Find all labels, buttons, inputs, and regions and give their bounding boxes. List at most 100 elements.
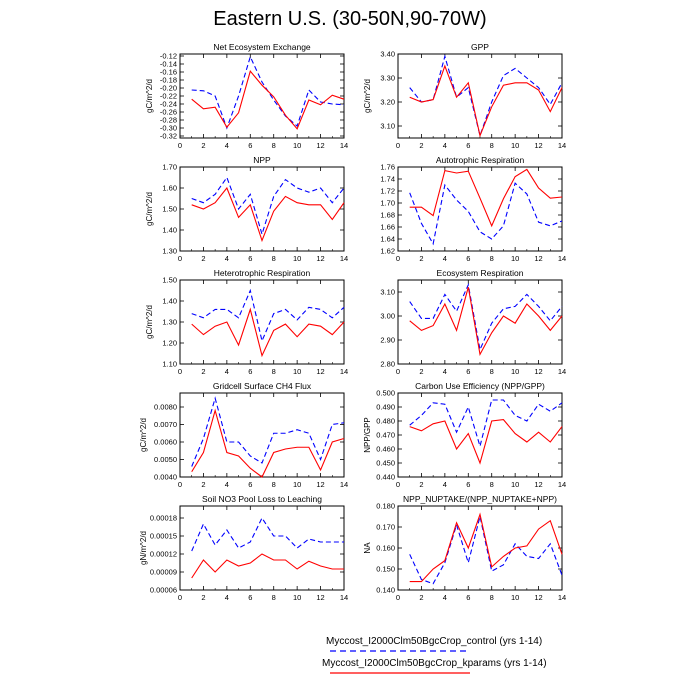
y-tick-label: -0.30 <box>160 124 177 133</box>
y-axis-label: NPP/GPP <box>363 417 372 453</box>
x-tick-label: 6 <box>466 141 470 150</box>
x-tick-label: 14 <box>340 480 348 489</box>
x-tick-label: 8 <box>272 593 276 602</box>
x-tick-label: 10 <box>511 480 519 489</box>
plot-frame <box>397 166 563 252</box>
y-tick-label: 3.10 <box>380 122 395 131</box>
x-tick-label: 8 <box>490 480 494 489</box>
series-line-control <box>409 282 563 352</box>
series-line-kparams <box>409 512 563 583</box>
y-tick-label: 1.68 <box>380 211 395 220</box>
y-tick-label: 1.50 <box>162 205 177 214</box>
x-tick-label: 10 <box>293 367 301 376</box>
series-line-control <box>409 182 563 246</box>
x-tick-label: 6 <box>248 254 252 263</box>
y-tick-label: 0.00015 <box>150 532 177 541</box>
y-tick-label: 0.170 <box>376 523 395 532</box>
x-tick-label: 12 <box>534 254 542 263</box>
y-tick-label: 1.30 <box>162 318 177 327</box>
x-tick-label: 0 <box>178 593 182 602</box>
x-tick-label: 4 <box>443 593 447 602</box>
y-tick-label: 0.480 <box>376 417 395 426</box>
series-line-control <box>191 516 344 552</box>
x-tick-label: 8 <box>490 141 494 150</box>
x-tick-label: 6 <box>466 367 470 376</box>
y-tick-label: -0.12 <box>160 52 177 61</box>
series-line-kparams <box>191 408 345 478</box>
y-tick-label: 0.150 <box>376 565 395 574</box>
y-tick-label: -0.14 <box>160 60 177 69</box>
panel-title: Autotrophic Respiration <box>436 155 525 165</box>
x-tick-label: 6 <box>466 254 470 263</box>
x-tick-label: 0 <box>178 480 182 489</box>
y-tick-label: -0.18 <box>160 76 177 85</box>
x-tick-label: 10 <box>293 593 301 602</box>
y-tick-label: 0.0040 <box>154 473 177 482</box>
panel-title: Carbon Use Efficiency (NPP/GPP) <box>415 381 545 391</box>
chart-panel: NPP_NUPTAKE/(NPP_NUPTAKE+NPP) 0 2 4 6 8 10 12 14… <box>363 494 566 602</box>
y-tick-label: 1.76 <box>380 163 395 172</box>
y-tick-label: 0.160 <box>376 544 395 553</box>
series-line-control <box>409 54 563 138</box>
x-tick-label: 6 <box>248 141 252 150</box>
panel-title: Ecosystem Respiration <box>437 268 524 278</box>
series-line-kparams <box>191 70 345 130</box>
x-tick-label: 4 <box>225 480 229 489</box>
y-tick-label: 0.440 <box>376 473 395 482</box>
chart-panel: GPP 0 2 4 6 8 10 12 14 3.10 3.20 3.30 3.40 gC/m^2/d <box>363 42 566 150</box>
x-tick-label: 0 <box>178 254 182 263</box>
y-tick-label: 0.490 <box>376 403 395 412</box>
y-tick-label: 2.80 <box>380 360 395 369</box>
x-tick-label: 4 <box>225 367 229 376</box>
x-tick-label: 14 <box>558 141 566 150</box>
page-title: Eastern U.S. (30-50N,90-70W) <box>213 8 487 30</box>
y-tick-label: 0.00018 <box>150 514 177 523</box>
plot-frame <box>179 505 345 591</box>
y-tick-label: 0.0080 <box>154 403 177 412</box>
y-tick-label: 1.10 <box>162 360 177 369</box>
y-axis-label: NA <box>363 542 372 554</box>
y-tick-label: 0.0060 <box>154 438 177 447</box>
y-tick-label: 1.50 <box>162 276 177 285</box>
series-line-control <box>409 516 563 585</box>
x-tick-label: 4 <box>225 254 229 263</box>
y-tick-label: -0.32 <box>160 132 177 141</box>
y-tick-label: 1.72 <box>380 187 395 196</box>
legend-label-kparams: Myccost_I2000Clm50BgcCrop_kparams (yrs 1… <box>322 658 547 669</box>
series-line-kparams <box>191 553 344 579</box>
y-tick-label: 0.500 <box>376 389 395 398</box>
y-tick-label: 0.140 <box>376 586 395 595</box>
x-tick-label: 14 <box>340 367 348 376</box>
x-tick-label: 14 <box>558 367 566 376</box>
y-tick-label: 1.40 <box>162 297 177 306</box>
series-line-kparams <box>409 64 563 138</box>
x-tick-label: 6 <box>248 593 252 602</box>
y-tick-label: 0.460 <box>376 445 395 454</box>
y-tick-label: 1.62 <box>380 247 395 256</box>
series-line-kparams <box>409 168 563 228</box>
chart-panel: Soil NO3 Pool Loss to Leaching 0 2 4 6 8 10 12 1… <box>139 494 348 602</box>
y-tick-label: -0.20 <box>160 84 177 93</box>
y-tick-label: 0.450 <box>376 459 395 468</box>
y-tick-label: 3.30 <box>380 74 395 83</box>
x-tick-label: 12 <box>316 367 324 376</box>
plot-frame <box>179 166 345 252</box>
x-tick-label: 8 <box>490 254 494 263</box>
x-tick-label: 12 <box>316 593 324 602</box>
chart-panel: Ecosystem Respiration 0 2 4 6 8 10 12 14 2.80 2.90… <box>380 268 566 376</box>
x-tick-label: 8 <box>490 593 494 602</box>
series-line-kparams <box>409 419 563 465</box>
x-tick-label: 10 <box>293 480 301 489</box>
series-line-control <box>191 55 345 130</box>
x-tick-label: 0 <box>396 480 400 489</box>
x-tick-label: 12 <box>534 367 542 376</box>
x-tick-label: 0 <box>396 367 400 376</box>
x-tick-label: 10 <box>511 367 519 376</box>
x-tick-label: 2 <box>419 593 423 602</box>
series-line-control <box>191 176 345 237</box>
x-tick-label: 12 <box>534 480 542 489</box>
y-axis-label: gC/m^2/d <box>145 305 154 339</box>
x-tick-label: 14 <box>558 593 566 602</box>
y-tick-label: 1.30 <box>162 247 177 256</box>
